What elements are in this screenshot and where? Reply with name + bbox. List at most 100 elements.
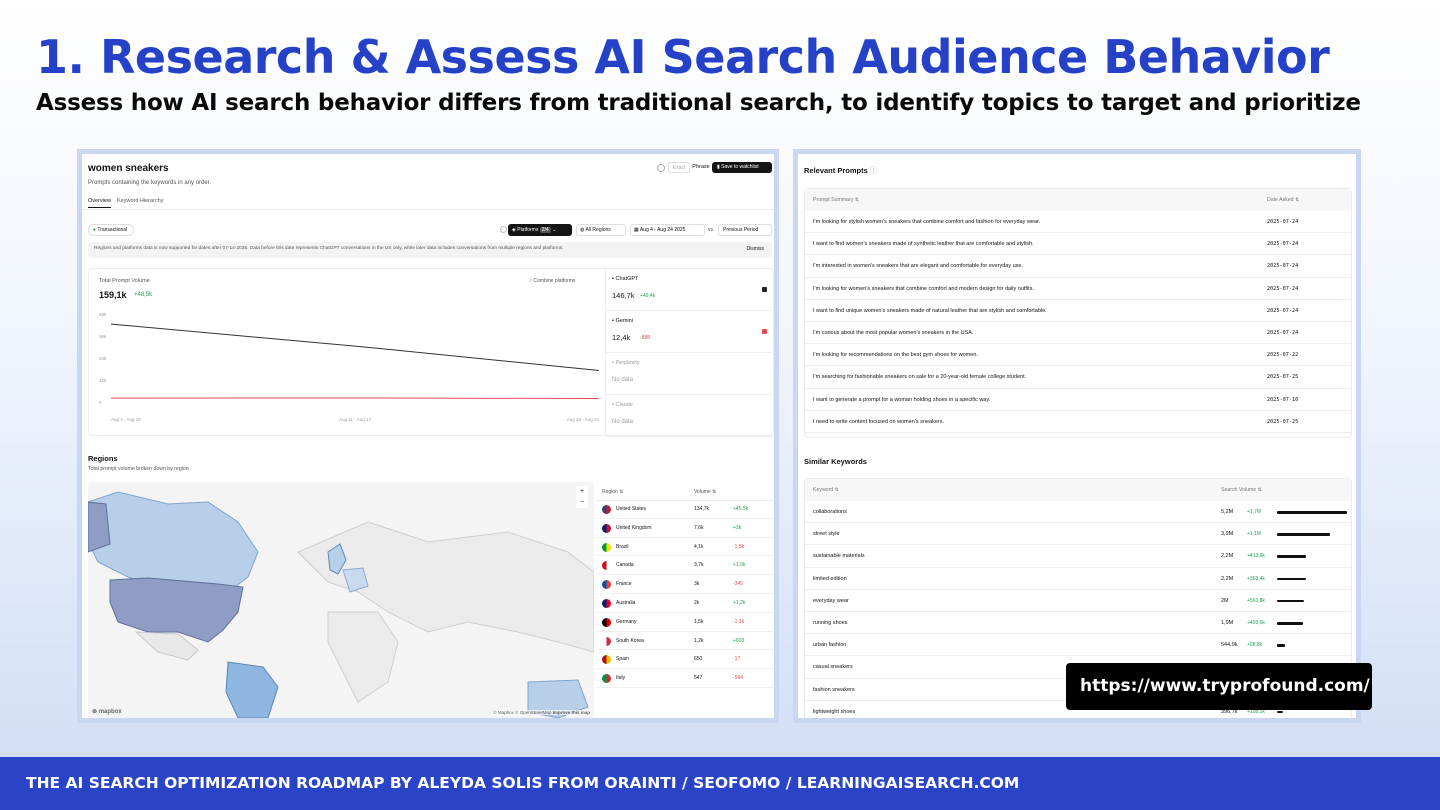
prompt-row[interactable]: I'm interested in women's sneakers that … [805,255,1351,278]
volume-bar [1277,577,1307,581]
canada-region[interactable] [88,491,259,598]
alaska-region[interactable] [88,501,111,553]
region-volume: 650 [694,656,703,663]
date-column-header[interactable]: Date Asked ⇅ [1267,197,1300,203]
prompt-row[interactable]: I'm looking for stylish women's sneakers… [805,211,1351,234]
zoom-in-button[interactable]: + [579,488,585,495]
prompt-row[interactable]: I need to write content focused on women… [805,411,1351,433]
prompts-keywords-screenshot: Relevant Prompts ⓘ Prompt Summary ⇅ Date… [793,149,1361,723]
zoom-out-button[interactable]: − [579,499,585,506]
prompt-row[interactable]: I'm curious about the most popular women… [805,322,1351,345]
keyword-name: sustainable materials [813,553,865,560]
keyword-row[interactable]: limited edition 2,2M +363,4k [805,568,1351,590]
search-volume-column-header[interactable]: Search Volume ⇅ [1221,487,1262,493]
date-range-picker[interactable]: ▦ Aug 4 - Aug 24 2025 [630,224,705,236]
keyword-volume: 5,2M [1221,509,1234,515]
platform-color-swatch [762,329,767,334]
usa-region[interactable] [109,577,244,643]
region-row[interactable]: France 3k -345 [596,575,774,594]
prompt-row[interactable]: I want to generate a prompt for a woman … [805,389,1351,411]
region-row[interactable]: Canada 3,7k +1,5k [596,556,774,576]
region-row[interactable]: United States 134,7k +45,5k [596,500,774,519]
keyword-volume: 2,2M [1221,575,1234,582]
platform-item[interactable]: ▪ ChatGPT 146,7k +49,4k [606,269,774,311]
prompt-text: I'm searching for fashionable sneakers o… [813,374,1027,381]
regions-subtitle: Total prompt volume broken down by regio… [88,466,189,472]
region-row[interactable]: Brazil 4,1k -1,5k [596,538,774,557]
x-tick-label: Aug 11 - Aug 17 [339,417,371,422]
platform-item[interactable]: ▪ Perplexity No data [606,353,774,395]
flag-icon [602,617,611,627]
keyword-row[interactable]: collaborations 5,2M +1,7M [805,501,1351,524]
platform-item[interactable]: ▪ Claude No data [606,395,774,437]
region-change: -345 [733,581,744,588]
exact-toggle[interactable]: Exact [668,162,690,173]
url-callout[interactable]: https://www.tryprofound.com/ [1066,663,1372,710]
intent-badge: ● Transactional [88,224,135,236]
europe-region[interactable] [342,567,369,593]
brazil-region[interactable] [225,661,279,718]
uk-region[interactable] [327,543,347,575]
eurasia-landmass [297,521,594,653]
tab-overview[interactable]: Overview [88,198,111,208]
region-row[interactable]: Spain 650 -17 [596,650,774,670]
keyword-change: +561,8k [1247,597,1265,604]
prompt-text: I'm looking for stylish women's sneakers… [813,219,1041,225]
dismiss-button[interactable]: Dismiss [746,246,765,252]
keyword-name: fashion sneakers [813,686,855,693]
region-row[interactable]: Germany 1,5k -1,1k [596,613,774,632]
prompt-row[interactable]: I'm searching for fashionable sneakers o… [805,366,1351,389]
prompt-row[interactable]: I want to find unique women's sneakers m… [805,300,1351,322]
y-tick-label: 48k [99,312,107,317]
keyword-row[interactable]: running shoes 1,9M +493,6k [805,612,1351,635]
keyword-volume: 544,9k [1221,642,1238,649]
keyword-column-header[interactable]: Keyword ⇅ [813,487,839,493]
platforms-dropdown[interactable]: ◈ Platforms 2/4 ⌄ [508,224,572,236]
platform-item[interactable]: ▪ Gemini 12,4k -888 [606,311,774,353]
prompt-row[interactable]: I'm looking for women's sneakers that co… [805,278,1351,300]
keyword-row[interactable]: urban fashion 544,9k +98,8k [805,634,1351,657]
region-name: Canada [616,562,634,569]
x-tick-label: Aug 18 - Aug 24 [567,417,600,422]
regions-title: Regions [88,454,118,463]
prompt-row[interactable]: I want to find women's sneakers made of … [805,233,1351,256]
region-row[interactable]: United Kingdom 7,6k +3k [596,519,774,538]
prompt-column-header[interactable]: Prompt Summary ⇅ [813,197,860,203]
keyword-change: +493,6k [1247,620,1265,626]
region-row[interactable]: Italy 547 -594 [596,669,774,688]
keyword-row[interactable]: sustainable materials 2,2M +413,9k [805,545,1351,568]
improve-map-link[interactable]: Improve this map [552,710,590,715]
volume-bar [1277,599,1305,603]
keyword-row[interactable]: lightweight shoes 396,7k +108,2k [805,701,1351,718]
keywords-title: Similar Keywords [804,457,867,466]
region-name: Germany [616,618,637,625]
compare-period-dropdown[interactable]: Previous Period [718,224,772,236]
mapbox-logo: ⊚ mapbox [92,709,122,715]
region-change: -17 [733,656,741,663]
keyword-row[interactable]: street style 3,9M +1,1M [805,523,1351,546]
slide-title: 1. Research & Assess AI Search Audience … [36,30,1330,84]
info-icon [657,164,665,172]
combine-platforms-checkbox[interactable]: ○ Combine platforms [529,278,576,284]
slide-subtitle: Assess how AI search behavior differs fr… [36,90,1361,116]
notice-banner: Regions and platforms data is now suppor… [88,242,772,258]
volume-column-header[interactable]: Volume ⇅ [694,489,717,495]
intent-icon: ● [93,227,98,233]
prompt-row[interactable]: I'm looking for recommendations on the b… [805,344,1351,367]
prompt-text: I want to generate a prompt for a woman … [813,396,991,403]
keyword-row[interactable]: everyday wear 2M +561,8k [805,590,1351,612]
volume-bar [1277,644,1285,647]
phrase-toggle[interactable]: Phrase [692,164,710,170]
regions-map[interactable]: + − ⊚ mapbox © Mapbox © OpenStreetMap Im… [88,482,594,718]
platform-divider [605,269,606,437]
tab-keyword-hierarchy[interactable]: Keyword Hierarchy [117,198,164,204]
region-column-header[interactable]: Region ⇅ [602,489,624,495]
regions-dropdown[interactable]: ◍ All Regions [576,224,626,236]
prompt-date: 2025-07-22 [1267,352,1299,359]
region-row[interactable]: Australia 2k +1,2k [596,594,774,613]
filter-info-icon [500,226,507,233]
region-change: -594 [733,675,744,682]
save-watchlist-button[interactable]: ▮ Save to watchlist [712,162,772,173]
region-name: Italy [616,675,626,682]
region-row[interactable]: South Korea 1,2k +603 [596,632,774,651]
